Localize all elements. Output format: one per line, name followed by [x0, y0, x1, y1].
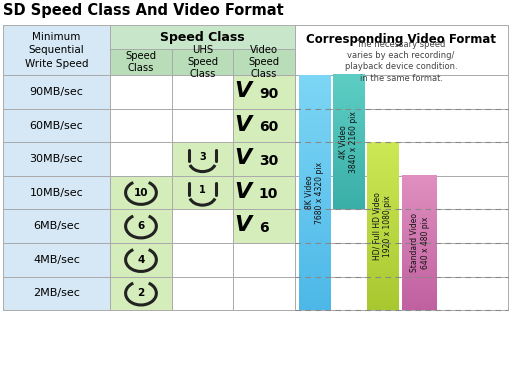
Text: 6MB/sec: 6MB/sec [33, 221, 80, 231]
Text: V: V [234, 115, 251, 135]
Bar [233, 142, 295, 176]
Text: 2: 2 [137, 288, 145, 298]
Text: HD/ Full HD Video
1920 x 1080 pix: HD/ Full HD Video 1920 x 1080 pix [373, 192, 392, 260]
Bar [295, 75, 508, 109]
Bar [233, 75, 295, 109]
Bar [3, 243, 110, 277]
Bar [110, 277, 172, 310]
Bar [110, 49, 172, 75]
Bar [110, 209, 172, 243]
Text: Video
Speed
Class: Video Speed Class [249, 44, 280, 80]
Text: 4: 4 [137, 255, 145, 265]
Text: 90MB/sec: 90MB/sec [30, 87, 83, 97]
Bar [295, 277, 508, 310]
Bar [3, 176, 110, 209]
Bar [110, 25, 295, 49]
Bar [295, 176, 508, 209]
Text: 10MB/sec: 10MB/sec [30, 188, 83, 198]
Bar [172, 243, 233, 277]
Bar [172, 142, 233, 176]
Text: V: V [234, 182, 251, 202]
Bar [233, 49, 295, 75]
Bar [233, 176, 295, 209]
Text: 30MB/sec: 30MB/sec [30, 154, 83, 164]
Bar [110, 75, 172, 109]
Bar [295, 243, 508, 277]
Text: Corresponding Video Format: Corresponding Video Format [306, 33, 496, 46]
Bar [110, 142, 172, 176]
Text: 10: 10 [134, 188, 148, 198]
Text: 60: 60 [259, 120, 278, 134]
Bar [110, 176, 172, 209]
Text: V: V [234, 148, 251, 168]
Bar [295, 142, 508, 176]
Bar [172, 49, 233, 75]
Text: 4MB/sec: 4MB/sec [33, 255, 80, 265]
Bar [233, 109, 295, 142]
Bar [3, 209, 110, 243]
Bar [3, 109, 110, 142]
Bar [233, 243, 295, 277]
Bar [295, 209, 508, 243]
Bar [233, 277, 295, 310]
Text: Speed Class: Speed Class [160, 30, 245, 44]
Text: Minimum
Sequential
Write Speed: Minimum Sequential Write Speed [24, 32, 88, 69]
Bar [172, 277, 233, 310]
Bar [172, 75, 233, 109]
Text: V: V [234, 81, 251, 101]
Bar [110, 243, 172, 277]
Bar [3, 142, 110, 176]
Text: SD Speed Class And Video Format: SD Speed Class And Video Format [3, 4, 283, 18]
Bar [3, 25, 110, 75]
Text: 1: 1 [199, 185, 206, 195]
Text: Speed
Class: Speed Class [125, 51, 157, 73]
Text: 6: 6 [137, 221, 145, 231]
Bar [172, 209, 233, 243]
Text: 60MB/sec: 60MB/sec [30, 121, 83, 131]
Text: Standard Video
640 x 480 pix: Standard Video 640 x 480 pix [410, 213, 430, 273]
Bar [3, 75, 110, 109]
Bar [295, 25, 508, 75]
Text: 8K Video
7680 x 4320 pix: 8K Video 7680 x 4320 pix [305, 162, 324, 223]
Bar [233, 209, 295, 243]
Text: 4K Video
3840 x 2160 pix: 4K Video 3840 x 2160 pix [339, 112, 358, 173]
Text: UHS
Speed
Class: UHS Speed Class [187, 44, 218, 80]
Bar [3, 277, 110, 310]
Text: 30: 30 [259, 154, 278, 168]
Bar [110, 109, 172, 142]
Bar [172, 109, 233, 142]
Text: 10: 10 [259, 187, 278, 201]
Text: 90: 90 [259, 87, 278, 101]
Text: The necessary speed
varies by each recording/
playback device condition.
in the : The necessary speed varies by each recor… [345, 39, 458, 83]
Bar [172, 176, 233, 209]
Text: V: V [234, 215, 251, 236]
Text: 2MB/sec: 2MB/sec [33, 288, 80, 298]
Bar [295, 109, 508, 142]
Text: 6: 6 [259, 221, 268, 235]
Text: 3: 3 [199, 152, 206, 162]
